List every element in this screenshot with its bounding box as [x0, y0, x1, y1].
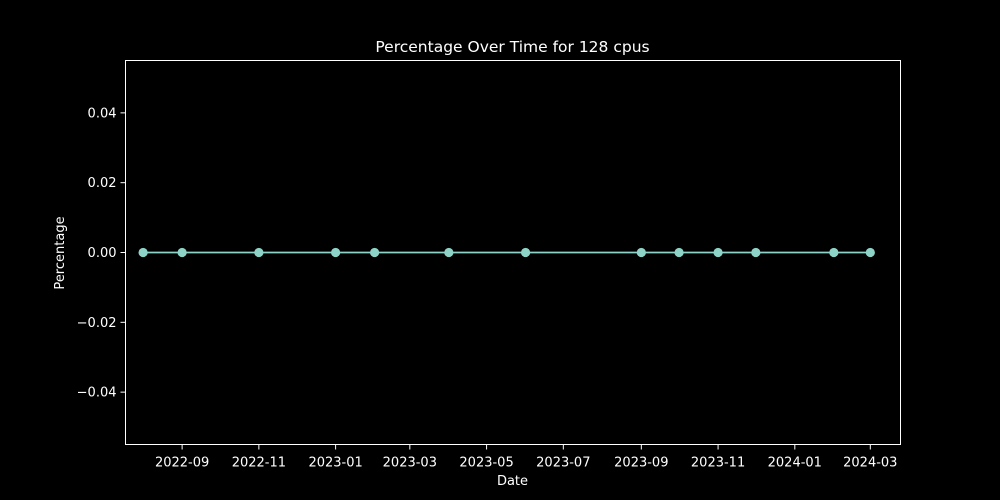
data-point [331, 247, 341, 258]
data-point [674, 247, 684, 258]
data-point [829, 247, 839, 258]
x-tick-label: 2024-03 [843, 456, 897, 471]
chart-title: Percentage Over Time for 128 cpus [375, 38, 649, 56]
y-tick-label: −0.04 [77, 386, 117, 401]
data-point [444, 247, 454, 258]
data-point [138, 247, 148, 258]
x-tick-label: 2023-11 [691, 456, 745, 471]
y-tick-label: 0.04 [88, 106, 117, 121]
y-axis: −0.04 −0.02 0.00 0.02 0.04 [77, 106, 126, 401]
x-tick-label: 2023-09 [614, 456, 668, 471]
data-point [177, 247, 187, 258]
y-tick-label: −0.02 [77, 316, 117, 331]
x-axis-label: Date [497, 474, 528, 489]
data-point [520, 247, 531, 258]
y-axis-label: Percentage [53, 216, 68, 289]
data-point [254, 247, 264, 258]
data-point [713, 247, 723, 258]
x-tick-label: 2023-03 [383, 456, 437, 471]
data-point [865, 247, 875, 258]
x-tick-label: 2022-11 [232, 456, 286, 471]
x-tick-label: 2023-07 [536, 456, 590, 471]
x-tick-label: 2024-01 [768, 456, 822, 471]
data-point [751, 247, 761, 258]
x-tick-label: 2022-09 [155, 456, 209, 471]
x-axis: 2022-09 2022-11 2023-01 2023-03 2023-05 2023-… [155, 444, 897, 471]
x-tick-label: 2023-05 [459, 456, 513, 471]
x-tick-label: 2023-01 [308, 456, 362, 471]
y-tick-label: 0.02 [88, 176, 117, 191]
data-point [636, 247, 646, 258]
data-point [370, 247, 380, 258]
series-layer [138, 247, 875, 258]
y-tick-label: 0.00 [88, 246, 117, 261]
